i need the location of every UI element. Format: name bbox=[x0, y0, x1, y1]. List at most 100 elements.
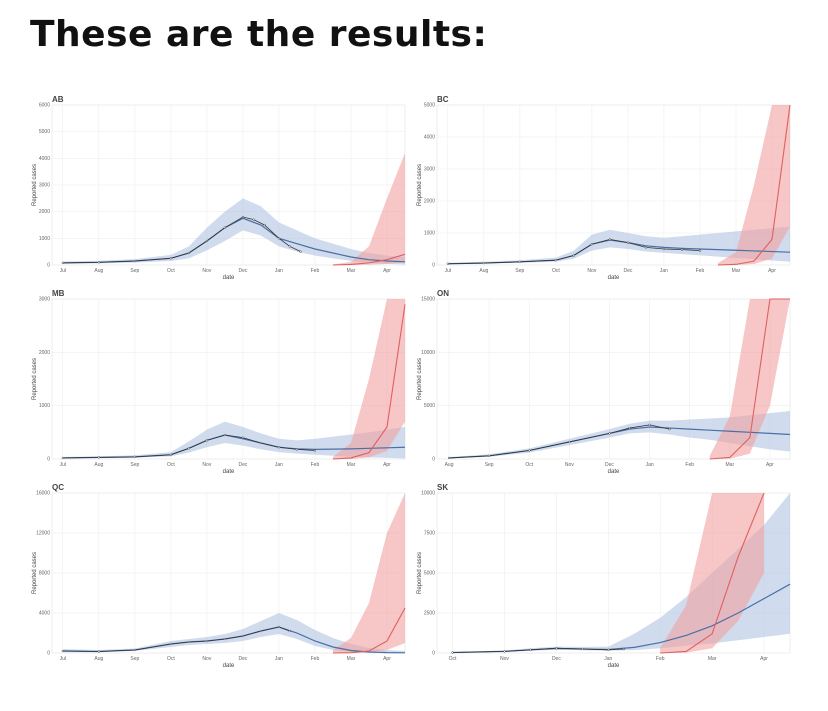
x-tick-label: Apr bbox=[760, 656, 768, 662]
chart-mb: 0 1000 2000 3000 Jul Aug Sep Oct Nov Dec Jan Feb Mar… bbox=[32, 289, 406, 475]
observed-point bbox=[169, 642, 173, 646]
observed-series-line bbox=[447, 238, 700, 265]
x-tick-label: Jul bbox=[60, 656, 66, 662]
observed-point bbox=[668, 427, 671, 431]
x-tick-label: Apr bbox=[766, 462, 774, 468]
observed-point bbox=[288, 245, 291, 248]
y-tick-label: 0 bbox=[432, 651, 435, 657]
observed-series-line bbox=[449, 424, 670, 459]
observed-point bbox=[288, 629, 291, 633]
x-tick-label: Jan bbox=[275, 656, 283, 662]
red-forecast-line bbox=[332, 253, 406, 266]
x-tick-label: Mar bbox=[708, 656, 717, 662]
observed-point bbox=[568, 440, 571, 444]
x-tick-label: Mar bbox=[347, 268, 356, 274]
observed-point bbox=[555, 647, 558, 650]
observed-point bbox=[590, 243, 594, 246]
observed-point bbox=[133, 648, 136, 652]
observed-point bbox=[446, 262, 449, 265]
x-tick-label: Sep bbox=[130, 268, 139, 274]
observed-point bbox=[662, 247, 666, 251]
observed-point bbox=[313, 449, 317, 452]
x-tick-label: Sep bbox=[485, 462, 494, 468]
x-tick-label: Mar bbox=[726, 462, 735, 468]
red-uncertainty-band bbox=[717, 105, 790, 265]
y-axis-label: Reported cases bbox=[417, 164, 423, 206]
y-tick-label: 2000 bbox=[39, 209, 50, 215]
x-tick-label: Oct bbox=[552, 268, 560, 274]
observed-point bbox=[581, 647, 584, 651]
x-tick-label: Jan bbox=[604, 656, 612, 662]
chart-qc: 0 4000 8000 12000 16000 Jul Aug Sep Oct Nov Dec Jan… bbox=[32, 483, 406, 669]
observed-point bbox=[97, 261, 100, 264]
observed-series-line bbox=[62, 434, 315, 459]
x-tick-label: Nov bbox=[500, 656, 509, 662]
observed-point bbox=[61, 456, 64, 460]
x-tick-label: Jan bbox=[275, 462, 283, 468]
observed-point bbox=[241, 215, 245, 219]
x-tick-label: Dec bbox=[623, 268, 632, 274]
y-tick-label: 5000 bbox=[424, 571, 435, 577]
x-axis-label: date bbox=[608, 469, 620, 475]
observed-point bbox=[205, 439, 209, 442]
x-tick-label: Oct bbox=[525, 462, 533, 468]
red-uncertainty-band bbox=[332, 299, 405, 459]
observed-point bbox=[608, 432, 611, 435]
observed-point bbox=[223, 433, 227, 437]
panel-title: SK bbox=[437, 483, 448, 492]
x-tick-label: Dec bbox=[605, 462, 614, 468]
observed-point bbox=[97, 650, 100, 653]
x-tick-label: Aug bbox=[94, 462, 103, 468]
x-tick-label: Mar bbox=[347, 656, 356, 662]
observed-point bbox=[241, 634, 245, 638]
x-tick-label: Oct bbox=[167, 268, 175, 274]
x-tick-label: Dec bbox=[552, 656, 561, 662]
x-tick-label: Feb bbox=[656, 656, 665, 662]
x-tick-label: Apr bbox=[768, 268, 776, 274]
y-tick-label: 6000 bbox=[39, 103, 50, 109]
observed-point bbox=[628, 426, 631, 430]
y-tick-label: 0 bbox=[47, 263, 50, 269]
observed-point bbox=[608, 238, 612, 241]
x-tick-label: Oct bbox=[167, 462, 175, 468]
x-tick-label: Feb bbox=[685, 462, 694, 468]
x-tick-label: Mar bbox=[732, 268, 741, 274]
red-forecast-line bbox=[332, 607, 406, 654]
y-tick-label: 15000 bbox=[421, 297, 435, 303]
x-axis-label: date bbox=[223, 275, 235, 281]
panel-title: AB bbox=[52, 95, 64, 104]
red-forecast-line bbox=[717, 104, 791, 266]
y-tick-label: 4000 bbox=[424, 135, 435, 141]
observed-point bbox=[295, 448, 299, 451]
chart-ab: 0 1000 2000 3000 4000 5000 6000 Jul Aug Sep Oct Nov… bbox=[32, 95, 406, 281]
observed-point bbox=[518, 260, 521, 263]
x-tick-label: Jul bbox=[60, 268, 66, 274]
x-tick-label: Nov bbox=[202, 462, 211, 468]
x-tick-label: Apr bbox=[383, 268, 391, 274]
observed-point bbox=[187, 447, 191, 450]
x-tick-label: Aug bbox=[94, 268, 103, 274]
x-tick-label: Jul bbox=[445, 268, 451, 274]
y-tick-label: 2000 bbox=[424, 199, 435, 205]
x-tick-label: Oct bbox=[167, 656, 175, 662]
x-tick-label: Nov bbox=[202, 656, 211, 662]
y-axis-label: Reported cases bbox=[32, 358, 38, 400]
blue-uncertainty-band bbox=[447, 226, 790, 265]
chart-panel-sk: 0 2500 5000 7500 10000 Oct Nov Dec Jan Feb Mar Apr S… bbox=[415, 481, 795, 671]
observed-point bbox=[607, 648, 610, 651]
observed-point bbox=[169, 257, 173, 260]
observed-point bbox=[133, 259, 136, 263]
y-tick-label: 8000 bbox=[39, 571, 50, 577]
red-forecast-line bbox=[709, 298, 790, 460]
y-tick-label: 10000 bbox=[421, 350, 435, 356]
x-tick-label: Dec bbox=[238, 268, 247, 274]
observed-point bbox=[451, 651, 454, 654]
y-tick-label: 3000 bbox=[39, 297, 50, 303]
red-uncertainty-band bbox=[709, 299, 790, 459]
y-tick-label: 5000 bbox=[424, 403, 435, 409]
chart-panel-bc: 0 1000 2000 3000 4000 5000 Jul Aug Sep Oct Nov Dec J… bbox=[415, 93, 795, 283]
y-tick-label: 0 bbox=[47, 651, 50, 657]
observed-point bbox=[133, 455, 136, 459]
y-tick-label: 10000 bbox=[421, 491, 435, 497]
y-tick-label: 1000 bbox=[424, 231, 435, 237]
